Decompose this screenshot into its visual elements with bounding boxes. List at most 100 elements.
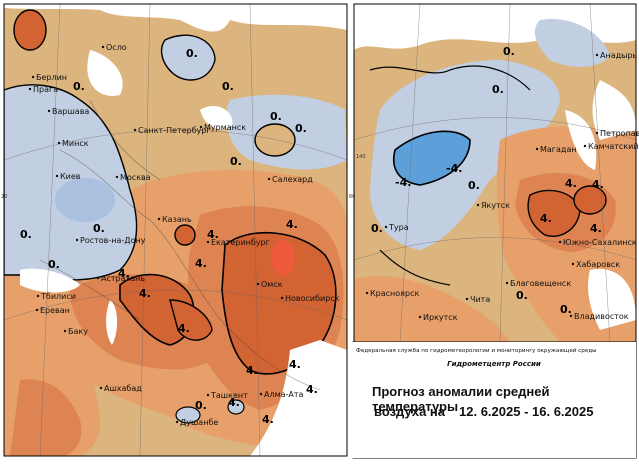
east-blank bbox=[250, 340, 347, 456]
city-marker bbox=[206, 393, 210, 397]
isotherm-label: 4. bbox=[178, 322, 190, 335]
isotherm-label: 4. bbox=[118, 267, 130, 280]
city-label: Южно-Сахалинск bbox=[563, 238, 637, 247]
city-label: Ташкент bbox=[210, 391, 248, 400]
city-label: Киев bbox=[60, 172, 81, 181]
graticule bbox=[354, 4, 636, 342]
city-label: Алма-Ата bbox=[264, 390, 304, 399]
city-label: Магадан bbox=[540, 145, 577, 154]
isotherm-label: 4. bbox=[286, 218, 298, 231]
isotherm-label: 4. bbox=[592, 178, 604, 191]
cold-isotherm-0-scandinavia bbox=[160, 34, 216, 81]
isotherm-label: 0. bbox=[195, 399, 207, 412]
city-label: Иркутск bbox=[423, 313, 458, 322]
right-labels: Анадырь Петропавловск Камчатский Магадан Яку… bbox=[365, 45, 639, 322]
isotherm-label: 0. bbox=[295, 122, 307, 135]
period-prefix: воздуха на bbox=[374, 404, 446, 419]
city-label: Чита bbox=[470, 295, 490, 304]
city-label: Астрахань bbox=[101, 274, 145, 283]
isotherm-0-line bbox=[369, 65, 531, 91]
city-label: Осло bbox=[106, 43, 127, 52]
forecast-period: воздуха на 12. 6.2025 - 16. 6.2025 bbox=[374, 404, 593, 419]
isotherm-label: 0. bbox=[560, 303, 572, 316]
isotherm-label: 0. bbox=[222, 80, 234, 93]
city-label: Прага bbox=[33, 85, 58, 94]
agency-name: Федеральная служба по гидрометеорологии … bbox=[356, 348, 597, 354]
frame-tick-label: 60 bbox=[349, 194, 355, 200]
isotherm-label: 0. bbox=[468, 179, 480, 192]
city-label: Ашхабад bbox=[104, 384, 142, 393]
isotherm-label: 0. bbox=[48, 258, 60, 271]
isotherm-label: 0. bbox=[516, 289, 528, 302]
isotherm-label: 0. bbox=[492, 83, 504, 96]
city-marker bbox=[55, 174, 59, 178]
warm-isotherm-4-caspian bbox=[169, 299, 213, 341]
city-marker bbox=[259, 392, 263, 396]
warm-peak bbox=[271, 240, 295, 276]
left-map-frame bbox=[3, 3, 348, 457]
isotherm-label: 4. bbox=[540, 212, 552, 225]
city-marker bbox=[476, 203, 480, 207]
city-marker bbox=[418, 315, 422, 319]
baltic-sea bbox=[87, 50, 123, 96]
isotherm-label: 4. bbox=[139, 287, 151, 300]
city-label: Омск bbox=[261, 280, 283, 289]
city-label: Красноярск bbox=[370, 289, 419, 298]
white-sea bbox=[200, 105, 233, 130]
city-label: Владивосток bbox=[574, 312, 629, 321]
isotherm-label: -4. bbox=[446, 162, 462, 175]
city-label: Екатеринбург bbox=[211, 238, 270, 247]
arctic-ocean bbox=[354, 4, 636, 50]
city-label: Минск bbox=[62, 139, 89, 148]
isotherm-label: 0. bbox=[20, 228, 32, 241]
city-marker bbox=[583, 144, 587, 148]
city-marker bbox=[35, 308, 39, 312]
forecast-title: Прогноз аномалии средней температуры bbox=[372, 384, 550, 414]
graticule bbox=[4, 4, 347, 456]
caspian-sea bbox=[106, 300, 118, 345]
city-marker bbox=[206, 240, 210, 244]
isotherm-0-line-south bbox=[379, 249, 451, 286]
city-marker bbox=[199, 125, 203, 129]
city-label: Санкт-Петербург bbox=[138, 126, 211, 135]
city-label: Камчатский bbox=[588, 142, 639, 151]
city-marker bbox=[133, 128, 137, 132]
city-marker bbox=[558, 240, 562, 244]
city-marker bbox=[57, 141, 61, 145]
city-marker bbox=[47, 109, 51, 113]
sea-of-okhotsk bbox=[565, 110, 597, 170]
city-marker bbox=[63, 329, 67, 333]
city-label: Баку bbox=[68, 327, 88, 336]
isotherm-label: 4. bbox=[306, 383, 318, 396]
isotherm-label: 4. bbox=[195, 257, 207, 270]
city-marker bbox=[465, 297, 469, 301]
city-marker bbox=[595, 53, 599, 57]
isotherm-label: 0. bbox=[270, 110, 282, 123]
city-marker bbox=[280, 296, 284, 300]
warm-isotherm-4-a bbox=[527, 189, 581, 237]
cold-isotherm-0-pamir bbox=[227, 399, 245, 415]
city-marker bbox=[157, 217, 161, 221]
cold-isotherm-0-ring bbox=[254, 123, 296, 157]
city-marker bbox=[505, 281, 509, 285]
isotherm-label: 0. bbox=[230, 155, 242, 168]
city-label: Тура bbox=[388, 223, 409, 232]
isotherm-label: 4. bbox=[207, 228, 219, 241]
warm-anomaly-south bbox=[354, 275, 510, 342]
frame-tick-label: 140 bbox=[356, 154, 366, 160]
city-label: Салехард bbox=[272, 175, 313, 184]
city-marker bbox=[31, 75, 35, 79]
city-marker bbox=[267, 177, 271, 181]
city-marker bbox=[256, 282, 260, 286]
city-label: Ереван bbox=[40, 306, 70, 315]
isotherm-label: 0. bbox=[503, 45, 515, 58]
isotherm-label: 0. bbox=[186, 47, 198, 60]
isotherm-label: 4. bbox=[228, 396, 240, 409]
city-marker bbox=[535, 147, 539, 151]
city-label: Варшава bbox=[52, 107, 89, 116]
isotherm-label: -4. bbox=[395, 176, 411, 189]
city-marker bbox=[36, 294, 40, 298]
city-marker bbox=[365, 291, 369, 295]
warm-anomaly-mid-south bbox=[10, 379, 82, 456]
